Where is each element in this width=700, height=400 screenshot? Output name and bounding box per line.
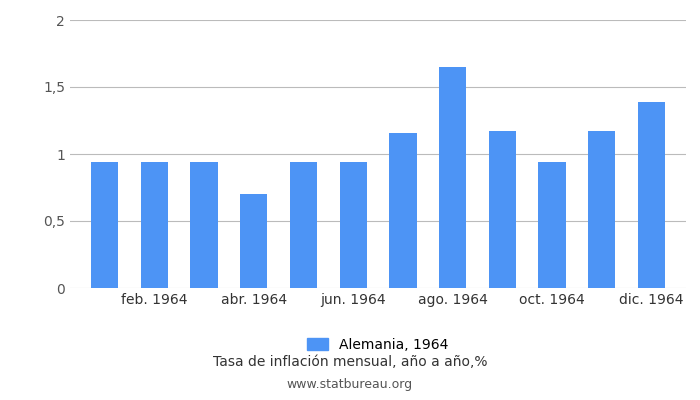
Bar bbox=[389, 132, 416, 288]
Bar bbox=[141, 162, 168, 288]
Bar bbox=[190, 162, 218, 288]
Bar bbox=[439, 67, 466, 288]
Text: www.statbureau.org: www.statbureau.org bbox=[287, 378, 413, 391]
Bar bbox=[240, 194, 267, 288]
Bar bbox=[638, 102, 665, 288]
Bar bbox=[340, 162, 367, 288]
Bar bbox=[538, 162, 566, 288]
Bar bbox=[91, 162, 118, 288]
Bar bbox=[290, 162, 317, 288]
Bar bbox=[489, 131, 516, 288]
Text: Tasa de inflación mensual, año a año,%: Tasa de inflación mensual, año a año,% bbox=[213, 355, 487, 369]
Bar bbox=[588, 131, 615, 288]
Legend: Alemania, 1964: Alemania, 1964 bbox=[307, 338, 449, 352]
